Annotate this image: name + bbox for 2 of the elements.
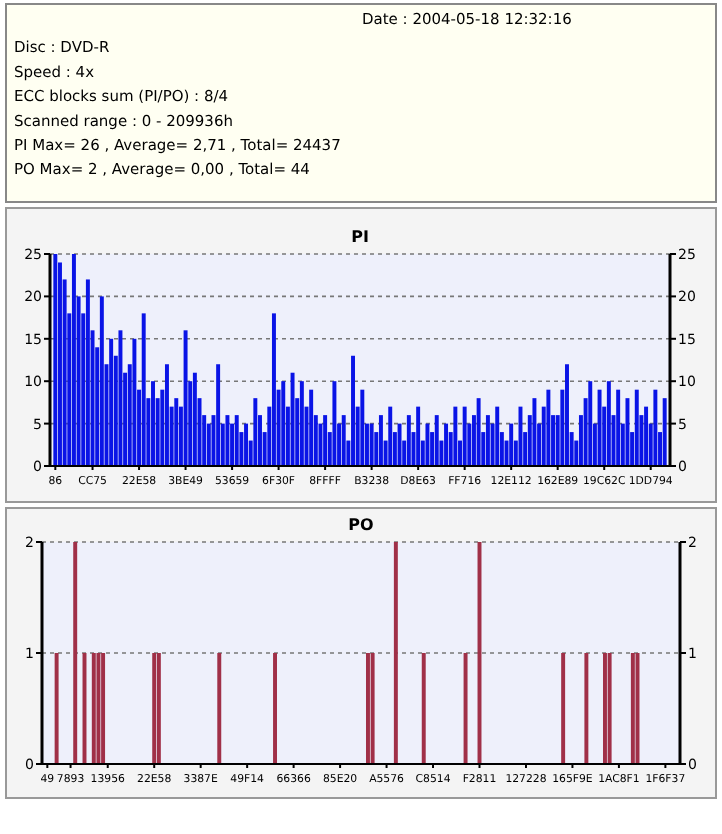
chart-title: PO [348,516,375,534]
chart-title: PI [351,228,369,246]
